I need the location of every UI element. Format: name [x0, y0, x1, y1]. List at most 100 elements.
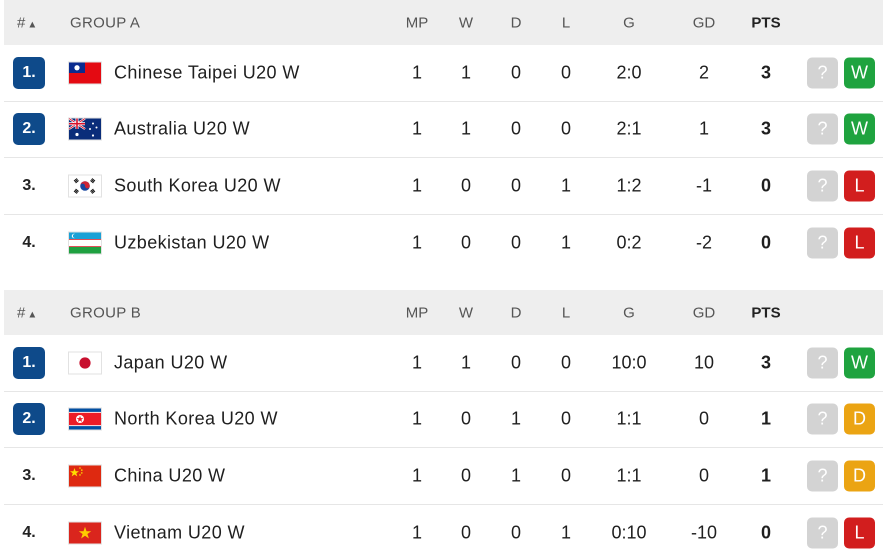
column-header-w[interactable]: W: [458, 304, 474, 321]
stat-g: 10:0: [611, 352, 647, 373]
stat-gd: -2: [695, 232, 713, 253]
rank-badge: 2.: [13, 403, 45, 436]
team-name-link[interactable]: Japan U20 W: [114, 352, 228, 373]
stat-l: 1: [560, 522, 572, 543]
stat-pts: 0: [760, 175, 772, 196]
form-result-badge[interactable]: D: [844, 403, 875, 435]
stat-gd: 10: [693, 352, 715, 373]
stat-d: 1: [510, 465, 522, 486]
vietnam-flag-icon: [69, 522, 101, 544]
stat-w: 1: [460, 62, 472, 83]
column-header-l[interactable]: L: [561, 304, 571, 321]
team-name-link[interactable]: Chinese Taipei U20 W: [114, 62, 300, 83]
stat-d: 0: [510, 175, 522, 196]
next-match-badge[interactable]: ?: [807, 517, 838, 549]
stat-mp: 1: [411, 465, 423, 486]
stat-gd: 0: [698, 465, 710, 486]
column-header-g[interactable]: G: [623, 304, 635, 321]
table-row[interactable]: 1. Chinese Taipei U20 W 1 1 0 0 2:0 2 3? W: [4, 45, 883, 102]
group-name[interactable]: GROUP A: [70, 14, 141, 31]
sort-arrow-up-icon: ▲: [27, 19, 38, 30]
stat-d: 1: [510, 408, 522, 429]
table-row[interactable]: 3. South Korea U20 W 1 0 0 1 1:2 -1 0? L: [4, 158, 883, 215]
table-row[interactable]: 2. Australia U20 W 1 1 0 0 2:1 1 3? W: [4, 102, 883, 158]
stat-w: 0: [460, 175, 472, 196]
stat-d: 0: [510, 352, 522, 373]
rank-badge: 1.: [13, 346, 45, 379]
stat-l: 1: [560, 175, 572, 196]
sort-rank-button[interactable]: # ▲: [17, 14, 37, 31]
column-header-pts[interactable]: PTS: [751, 14, 781, 31]
rank-badge: 3.: [22, 176, 36, 194]
next-match-badge[interactable]: ?: [807, 347, 838, 379]
column-header-pts[interactable]: PTS: [751, 304, 781, 321]
stat-d: 0: [510, 118, 522, 139]
rank-badge: 4.: [22, 523, 36, 541]
column-header-mp[interactable]: MP: [405, 304, 429, 321]
team-name-link[interactable]: North Korea U20 W: [114, 408, 278, 429]
sort-rank-button[interactable]: # ▲: [17, 304, 37, 321]
team-name-link[interactable]: Australia U20 W: [114, 118, 251, 139]
stat-pts: 1: [760, 408, 772, 429]
stat-pts: 3: [760, 62, 772, 83]
stat-d: 0: [510, 62, 522, 83]
form-result-badge[interactable]: L: [844, 170, 875, 202]
stat-gd: 1: [698, 118, 710, 139]
table-row[interactable]: 3. China U20 W 1 0 1 0 1:1 0 1? D: [4, 448, 883, 505]
form-result-badge[interactable]: W: [844, 113, 875, 145]
rank-badge: 1.: [13, 56, 45, 89]
form-result-badge[interactable]: L: [844, 517, 875, 549]
stat-g: 1:1: [616, 408, 642, 429]
next-match-badge[interactable]: ?: [807, 113, 838, 145]
stat-mp: 1: [411, 118, 423, 139]
stat-g: 1:2: [616, 175, 642, 196]
team-name-link[interactable]: China U20 W: [114, 465, 226, 486]
rank-header: #: [17, 14, 26, 31]
stat-l: 0: [560, 352, 572, 373]
team-name-link[interactable]: South Korea U20 W: [114, 175, 281, 196]
sort-arrow-up-icon: ▲: [27, 309, 38, 320]
table-row[interactable]: 1. Japan U20 W 1 1 0 0 10:0 10 3? W: [4, 335, 883, 392]
table-row[interactable]: 2. North Korea U20 W 1 0 1 0 1:1 0 1? D: [4, 392, 883, 448]
stat-w: 1: [460, 118, 472, 139]
stat-mp: 1: [411, 232, 423, 253]
column-header-g[interactable]: G: [623, 14, 635, 31]
column-header-d[interactable]: D: [510, 304, 522, 321]
japan-flag-icon: [69, 352, 101, 374]
stat-gd: -1: [695, 175, 713, 196]
stat-pts: 3: [760, 118, 772, 139]
column-header-d[interactable]: D: [510, 14, 522, 31]
column-header-l[interactable]: L: [561, 14, 571, 31]
next-match-badge[interactable]: ?: [807, 57, 838, 89]
team-name-link[interactable]: Uzbekistan U20 W: [114, 232, 270, 253]
next-match-badge[interactable]: ?: [807, 227, 838, 259]
column-header-gd[interactable]: GD: [692, 304, 716, 321]
stat-d: 0: [510, 522, 522, 543]
stat-mp: 1: [411, 175, 423, 196]
group-name[interactable]: GROUP B: [70, 304, 142, 321]
table-row[interactable]: 4. Vietnam U20 W 1 0 0 1 0:10 -10 0? L: [4, 505, 883, 557]
rank-header: #: [17, 304, 26, 321]
form-result-badge[interactable]: L: [844, 227, 875, 259]
team-name-link[interactable]: Vietnam U20 W: [114, 522, 245, 543]
stat-d: 0: [510, 232, 522, 253]
china-flag-icon: [69, 465, 101, 487]
next-match-badge[interactable]: ?: [807, 170, 838, 202]
stat-gd: -10: [690, 522, 718, 543]
column-header-mp[interactable]: MP: [405, 14, 429, 31]
next-match-badge[interactable]: ?: [807, 403, 838, 435]
group-table-1: # ▲ GROUP A MP W D L G GD PTS 1. Chinese Taipei U2…: [4, 0, 883, 271]
table-row[interactable]: 4. Uzbekistan U20 W 1 0 0 1 0:2 -2 0? L: [4, 215, 883, 272]
stat-l: 0: [560, 62, 572, 83]
form-result-badge[interactable]: W: [844, 57, 875, 89]
stat-g: 1:1: [616, 465, 642, 486]
australia-flag-icon: [69, 118, 101, 140]
stat-l: 0: [560, 408, 572, 429]
next-match-badge[interactable]: ?: [807, 460, 838, 492]
column-header-gd[interactable]: GD: [692, 14, 716, 31]
form-result-badge[interactable]: W: [844, 347, 875, 379]
form-result-badge[interactable]: D: [844, 460, 875, 492]
column-header-w[interactable]: W: [458, 14, 474, 31]
stat-g: 2:0: [616, 62, 642, 83]
stat-l: 0: [560, 118, 572, 139]
